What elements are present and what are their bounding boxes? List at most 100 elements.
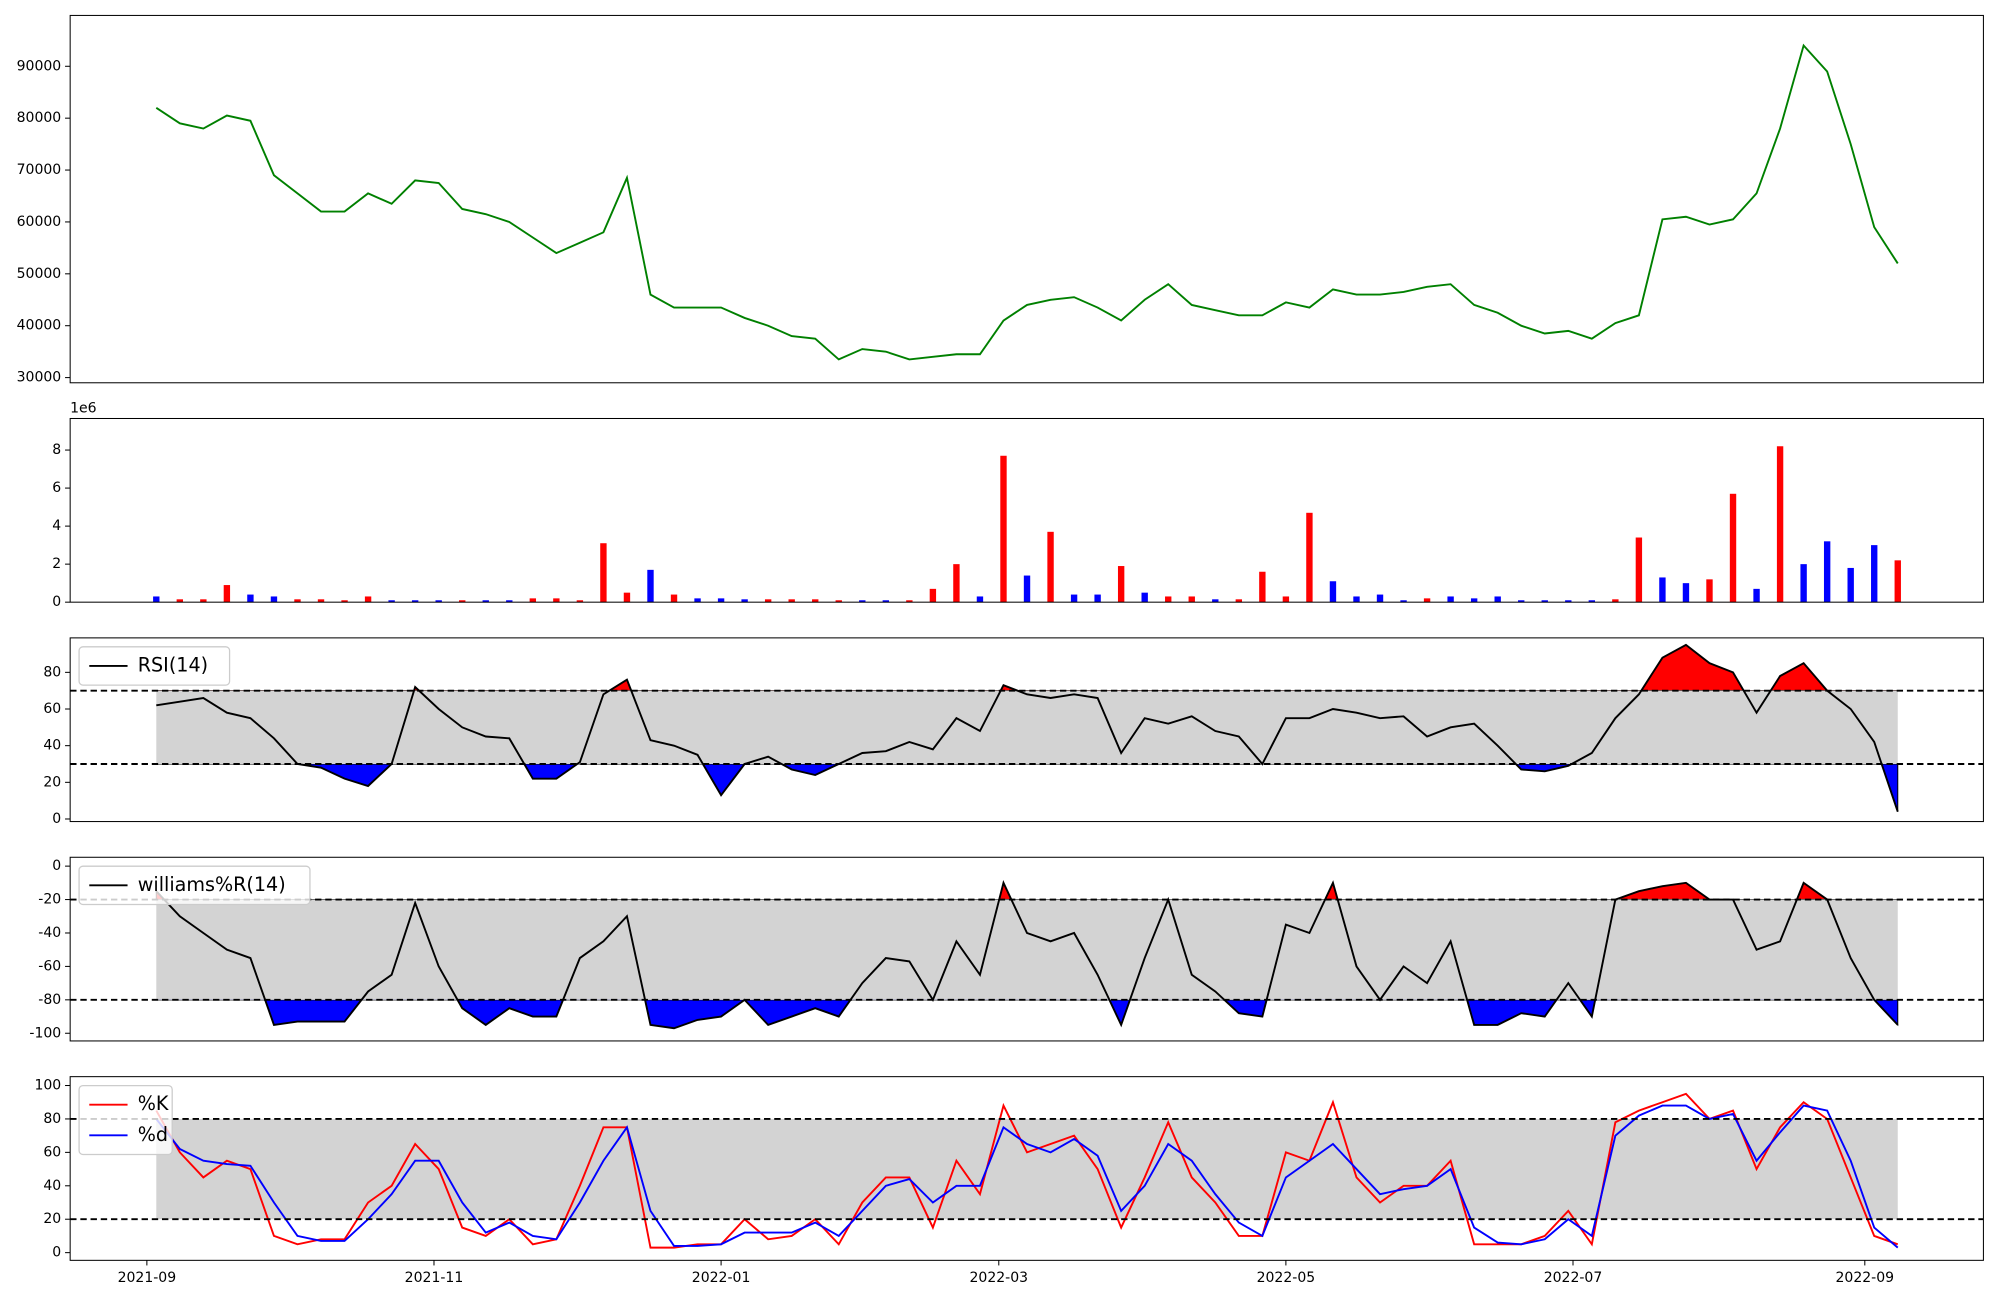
axes-frame — [69, 417, 1984, 603]
volume-bar — [976, 596, 984, 603]
volume-bar — [294, 599, 301, 603]
y-tick-label: 0 — [52, 1245, 61, 1261]
volume-bar — [1188, 596, 1195, 603]
volume-bar — [1800, 564, 1807, 603]
y-tick-label: -60 — [38, 958, 61, 974]
volume-bar — [435, 600, 442, 603]
y-tick-label: 60000 — [17, 214, 62, 230]
y-tick-label: -20 — [38, 892, 61, 908]
y-tick-label: 20 — [43, 1211, 61, 1227]
volume-bar — [788, 599, 795, 603]
volume-bar — [1329, 581, 1337, 603]
volume-bar — [953, 564, 960, 603]
y-tick-label: -100 — [29, 1025, 61, 1041]
y-tick-label: 30000 — [17, 370, 62, 386]
x-tick-label: 2022-07 — [1544, 1270, 1603, 1286]
volume-bar — [741, 599, 748, 603]
volume-bar — [388, 600, 395, 603]
volume-bar — [270, 596, 278, 603]
line — [155, 1104, 1899, 1249]
volume-bar — [1212, 599, 1219, 603]
volume-bar — [1612, 599, 1619, 603]
volume-bar — [482, 600, 489, 603]
volume-bar — [1306, 512, 1313, 603]
x-tick-label: 2022-01 — [692, 1270, 751, 1286]
volume-bar — [317, 599, 325, 603]
volume-bar — [200, 599, 207, 603]
legend-box — [78, 1084, 173, 1156]
threshold-fill — [155, 999, 1899, 1029]
volume-bar — [1847, 567, 1854, 603]
volume-bar — [553, 598, 560, 603]
volume-bar — [1871, 545, 1878, 603]
y-tick-label: 80000 — [17, 110, 62, 126]
volume-bar — [247, 594, 254, 603]
y-tick-label: 40 — [43, 738, 61, 754]
volume-bar — [576, 600, 584, 603]
y-tick-label: 2 — [52, 556, 61, 572]
volume-bar — [670, 594, 678, 603]
volume-bar — [1000, 455, 1007, 603]
y-tick-label: 90000 — [17, 58, 62, 74]
volume-bar — [1823, 541, 1831, 603]
volume-bar — [1235, 599, 1243, 603]
volume-bar — [1117, 566, 1125, 603]
y-tick-label: -80 — [38, 992, 61, 1008]
volume-bar — [1423, 598, 1431, 603]
y-tick-label: 8 — [52, 442, 61, 458]
volume-bar — [694, 598, 701, 603]
volume-bar — [764, 599, 772, 603]
volume-bar — [1400, 600, 1407, 603]
axes-frame — [69, 14, 1984, 384]
volume-bar — [1729, 493, 1737, 603]
volume-bar — [459, 600, 466, 603]
volume-bar — [1047, 531, 1054, 603]
volume-bar — [1023, 575, 1031, 603]
y-tick-label: 4 — [52, 518, 61, 534]
y-tick-label: 80 — [43, 664, 61, 680]
volume-bar — [1259, 571, 1266, 603]
volume-bar — [1659, 577, 1666, 603]
volume-bar — [1141, 592, 1148, 603]
y-tick-label: 40000 — [17, 318, 62, 334]
y-tick-label: 70000 — [17, 162, 62, 178]
volume-bar — [1518, 600, 1525, 603]
volume-bar — [1353, 596, 1360, 603]
volume-bar — [906, 600, 913, 603]
x-tick-label: 2021-09 — [118, 1270, 177, 1286]
axes-frame — [69, 1076, 1984, 1261]
threshold-band — [156, 1118, 1898, 1220]
y-tick-label: 50000 — [17, 266, 62, 282]
x-tick-label: 2021-11 — [405, 1270, 464, 1286]
x-tick-label: 2022-09 — [1836, 1270, 1895, 1286]
legend-label: williams%R(14) — [138, 873, 286, 896]
volume-bar — [223, 585, 231, 603]
y-tick-label: 100 — [34, 1078, 61, 1094]
volume-bar — [1541, 600, 1548, 603]
legend-box — [78, 646, 231, 686]
y-tick-label: 0 — [52, 811, 61, 827]
volume-bar — [1635, 537, 1643, 603]
y-tick-label: 80 — [43, 1111, 61, 1127]
volume-bar — [1588, 600, 1596, 603]
legend-label: %d — [138, 1123, 168, 1146]
axes-frame — [69, 856, 1984, 1042]
volume-bar — [812, 599, 819, 603]
volume-bar — [1376, 594, 1384, 603]
volume-bar — [717, 598, 725, 603]
y-tick-label: 60 — [43, 1144, 61, 1160]
line — [156, 643, 1899, 812]
legend-label: RSI(14) — [138, 653, 208, 676]
volume-bar — [1094, 594, 1101, 603]
volume-bar — [529, 598, 537, 603]
line — [155, 1092, 1899, 1249]
threshold-band — [156, 690, 1898, 764]
legend-box — [78, 865, 311, 906]
volume-bar — [176, 599, 184, 603]
volume-bar — [341, 600, 348, 603]
threshold-band — [156, 899, 1898, 1000]
volume-bar — [1070, 594, 1078, 603]
volume-bar — [411, 600, 419, 603]
offset-label: 1e6 — [70, 400, 97, 416]
